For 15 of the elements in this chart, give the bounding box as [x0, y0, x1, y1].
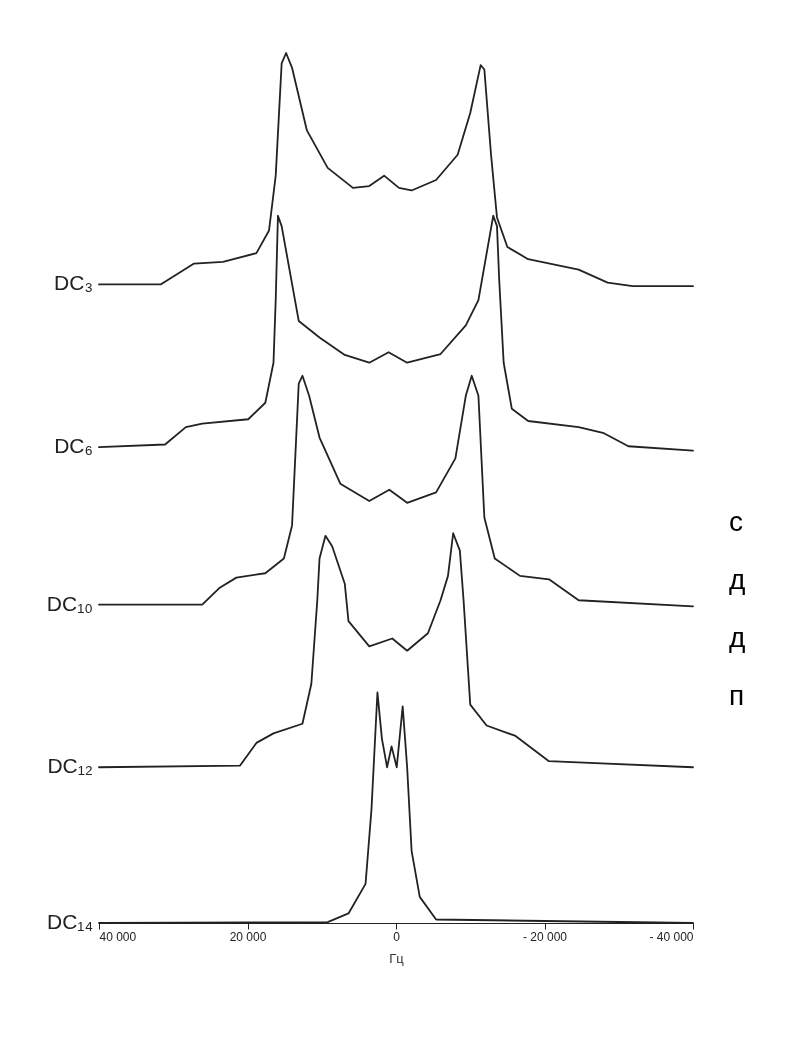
- x-axis-title: Гц: [389, 950, 405, 966]
- x-tick-label: 40 000: [99, 929, 137, 944]
- text: с: [729, 506, 743, 537]
- series-label: DC₁₂: [47, 754, 93, 778]
- x-tick-label: 0: [393, 929, 401, 944]
- series-label: DC₃: [54, 271, 93, 295]
- x-tick-label: 20 000: [229, 929, 267, 944]
- text: п: [729, 680, 745, 711]
- series-label: DC₆: [54, 434, 93, 458]
- series-label: DC₁₀: [46, 591, 93, 615]
- series-label: DC₁₄: [47, 910, 93, 933]
- text: д: [729, 564, 746, 595]
- x-tick-label: - 40 000: [649, 929, 694, 944]
- text: д: [729, 622, 746, 653]
- x-tick-label: - 20 000: [522, 929, 568, 944]
